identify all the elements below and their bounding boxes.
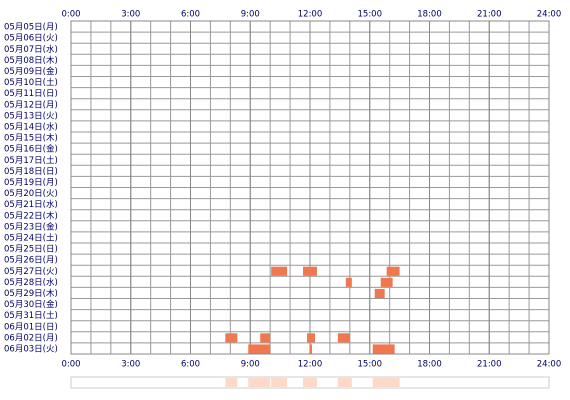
x-tick-label: 0:00: [61, 360, 80, 370]
x-tick-label: 6:00: [181, 360, 200, 370]
x-tick-label: 9:00: [241, 360, 260, 370]
activity-bar: [374, 288, 385, 298]
summary-bar: [372, 378, 395, 387]
row-label: 05月12日(月): [4, 100, 58, 110]
row-label: 06月02日(月): [4, 333, 58, 343]
activity-bar: [307, 333, 315, 343]
x-tick-label: 18:00: [417, 360, 442, 370]
row-label: 05月23日(金): [4, 221, 58, 232]
summary-bar: [337, 378, 350, 387]
x-tick-label: 24:00: [537, 10, 562, 20]
row-label: 05月29日(木): [4, 288, 58, 299]
activity-bar: [310, 344, 312, 354]
x-tick-label: 21:00: [477, 360, 502, 370]
row-label: 05月09日(金): [4, 66, 58, 77]
row-label: 05月31日(土): [4, 310, 58, 321]
activity-bar: [260, 333, 271, 343]
row-label: 05月07日(水): [4, 44, 58, 55]
activity-bar: [386, 266, 400, 276]
activity-bar: [345, 277, 352, 287]
summary-bar: [225, 378, 238, 387]
x-tick-label: 6:00: [181, 10, 200, 20]
row-label: 06月01日(日): [4, 322, 58, 332]
row-label: 06月03日(火): [4, 344, 58, 354]
row-label: 05月30日(金): [4, 299, 58, 310]
row-label: 05月18日(日): [4, 167, 58, 177]
summary-bar: [271, 378, 288, 387]
activity-bar: [271, 266, 288, 276]
row-label: 05月17日(土): [4, 155, 58, 166]
x-tick-label: 9:00: [241, 10, 260, 20]
activity-bar: [303, 266, 317, 276]
x-tick-label: 18:00: [417, 10, 442, 20]
activity-bar: [372, 344, 395, 354]
row-label: 05月14日(水): [4, 121, 58, 132]
activity-bar: [225, 333, 238, 343]
row-label: 05月19日(月): [4, 178, 58, 188]
x-tick-label: 24:00: [537, 360, 562, 370]
x-tick-label: 3:00: [121, 360, 140, 370]
row-label: 05月11日(日): [4, 89, 58, 99]
row-label: 05月13日(火): [4, 111, 58, 121]
row-label: 05月25日(日): [4, 245, 58, 255]
row-label: 05月16日(金): [4, 144, 58, 155]
x-tick-label: 21:00: [477, 10, 502, 20]
row-label: 05月06日(火): [4, 34, 58, 44]
row-label: 05月21日(水): [4, 199, 58, 210]
row-label: 05月15日(木): [4, 133, 58, 144]
activity-bar: [380, 277, 393, 287]
row-label: 05月28日(水): [4, 277, 58, 288]
row-label: 05月24日(土): [4, 232, 58, 243]
summary-bar: [310, 378, 312, 387]
row-label: 05月10日(土): [4, 77, 58, 88]
activity-bar: [248, 344, 271, 354]
row-label: 05月08日(木): [4, 55, 58, 66]
summary-bar: [248, 378, 271, 387]
row-label: 05月27日(火): [4, 267, 58, 277]
x-tick-label: 0:00: [61, 10, 80, 20]
x-tick-label: 12:00: [298, 360, 323, 370]
x-tick-label: 12:00: [298, 10, 323, 20]
row-label: 05月20日(火): [4, 189, 58, 199]
row-label: 05月05日(月): [4, 23, 58, 33]
x-tick-label: 15:00: [358, 10, 383, 20]
row-label: 05月22日(木): [4, 210, 58, 221]
x-tick-label: 15:00: [358, 360, 383, 370]
activity-bar: [337, 333, 350, 343]
row-label: 05月26日(月): [4, 256, 58, 266]
x-tick-label: 3:00: [121, 10, 140, 20]
